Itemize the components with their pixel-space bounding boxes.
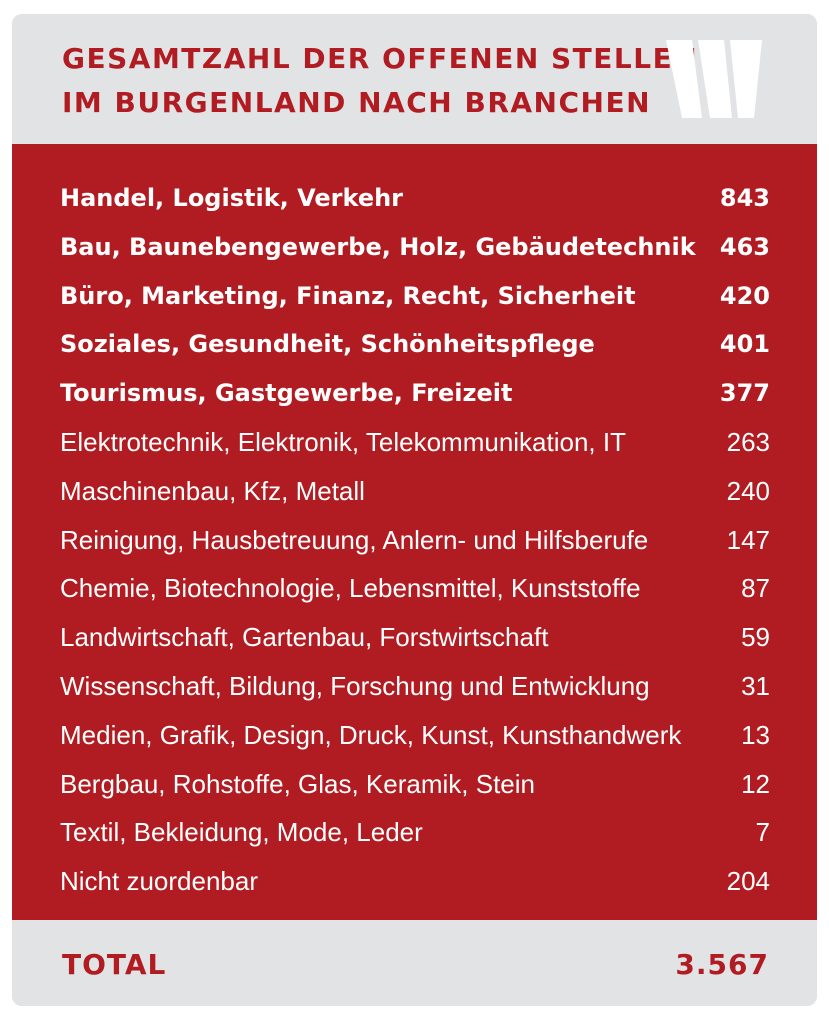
row-label: Maschinenbau, Kfz, Metall bbox=[60, 475, 365, 506]
table-row: Wissenschaft, Bildung, Forschung und Ent… bbox=[60, 666, 770, 706]
table-row: Bergbau, Rohstoffe, Glas, Keramik, Stein… bbox=[60, 764, 770, 804]
row-label: Landwirtschaft, Gartenbau, Forstwirtscha… bbox=[60, 622, 549, 653]
row-label: Wissenschaft, Bildung, Forschung und Ent… bbox=[60, 671, 650, 701]
table-row: Landwirtschaft, Gartenbau, Forstwirtscha… bbox=[60, 617, 770, 657]
row-value: 147 bbox=[726, 524, 770, 555]
row-label: Handel, Logistik, Verkehr bbox=[60, 184, 404, 212]
row-value: 263 bbox=[726, 427, 770, 457]
table-row: Büro, Marketing, Finanz, Recht, Sicherhe… bbox=[60, 276, 770, 316]
row-label: Büro, Marketing, Finanz, Recht, Sicherhe… bbox=[60, 281, 636, 310]
row-value: 463 bbox=[719, 232, 770, 261]
row-label: Medien, Grafik, Design, Druck, Kunst, Ku… bbox=[60, 719, 682, 750]
row-value: 204 bbox=[726, 866, 770, 897]
table-row: Maschinenbau, Kfz, Metall 240 bbox=[60, 471, 770, 511]
row-label: Soziales, Gesundheit, Schönheitspflege bbox=[60, 330, 595, 359]
title-line-2: IM BURGENLAND NACH BRANCHEN bbox=[62, 86, 652, 119]
table-row: Chemie, Biotechnologie, Lebensmittel, Ku… bbox=[60, 568, 770, 608]
row-label: Bau, Baunebengewerbe, Holz, Gebäudetechn… bbox=[60, 232, 696, 261]
row-value: 843 bbox=[719, 184, 770, 212]
row-value: 420 bbox=[719, 281, 770, 310]
table-row: Elektrotechnik, Elektronik, Telekommunik… bbox=[60, 422, 770, 462]
row-value: 87 bbox=[741, 573, 770, 604]
table-row: Nicht zuordenbar 204 bbox=[60, 861, 770, 901]
row-value: 377 bbox=[719, 379, 770, 408]
w-logo-icon bbox=[666, 40, 762, 118]
row-value: 240 bbox=[726, 475, 770, 506]
total-value: 3.567 bbox=[675, 948, 769, 981]
total-label: TOTAL bbox=[62, 948, 167, 981]
table-row: Soziales, Gesundheit, Schönheitspflege 40… bbox=[60, 324, 770, 364]
row-label: Elektrotechnik, Elektronik, Telekommunik… bbox=[60, 427, 626, 457]
row-value: 59 bbox=[741, 622, 770, 653]
row-label: Chemie, Biotechnologie, Lebensmittel, Ku… bbox=[60, 573, 641, 604]
row-label: Textil, Bekleidung, Mode, Leder bbox=[60, 817, 423, 848]
title-line-1: GESAMTZAHL DER OFFENEN STELLEN bbox=[62, 42, 699, 75]
row-label: Reinigung, Hausbetreuung, Anlern- und Hi… bbox=[60, 524, 649, 555]
row-value: 13 bbox=[741, 719, 770, 750]
row-value: 31 bbox=[741, 671, 770, 701]
row-value: 7 bbox=[755, 817, 770, 848]
header: GESAMTZAHL DER OFFENEN STELLEN IM BURGEN… bbox=[12, 14, 817, 142]
table-row: Medien, Grafik, Design, Druck, Kunst, Ku… bbox=[60, 715, 770, 755]
infographic-card: GESAMTZAHL DER OFFENEN STELLEN IM BURGEN… bbox=[12, 14, 817, 1006]
table-row: Textil, Bekleidung, Mode, Leder 7 bbox=[60, 812, 770, 852]
table-panel: Handel, Logistik, Verkehr 843 Bau, Baunebe… bbox=[12, 144, 817, 920]
table-row: Handel, Logistik, Verkehr 843 bbox=[60, 178, 770, 218]
row-value: 401 bbox=[719, 330, 770, 359]
row-label: Tourismus, Gastgewerbe, Freizeit bbox=[60, 379, 513, 408]
row-label: Bergbau, Rohstoffe, Glas, Keramik, Stein bbox=[60, 768, 535, 799]
table-row: Tourismus, Gastgewerbe, Freizeit 377 bbox=[60, 373, 770, 413]
table-row: Bau, Baunebengewerbe, Holz, Gebäudetechn… bbox=[60, 227, 770, 267]
row-value: 12 bbox=[741, 768, 770, 799]
total-bar: TOTAL 3.567 bbox=[12, 926, 817, 1006]
row-label: Nicht zuordenbar bbox=[60, 866, 258, 897]
table-row: Reinigung, Hausbetreuung, Anlern- und Hi… bbox=[60, 520, 770, 560]
